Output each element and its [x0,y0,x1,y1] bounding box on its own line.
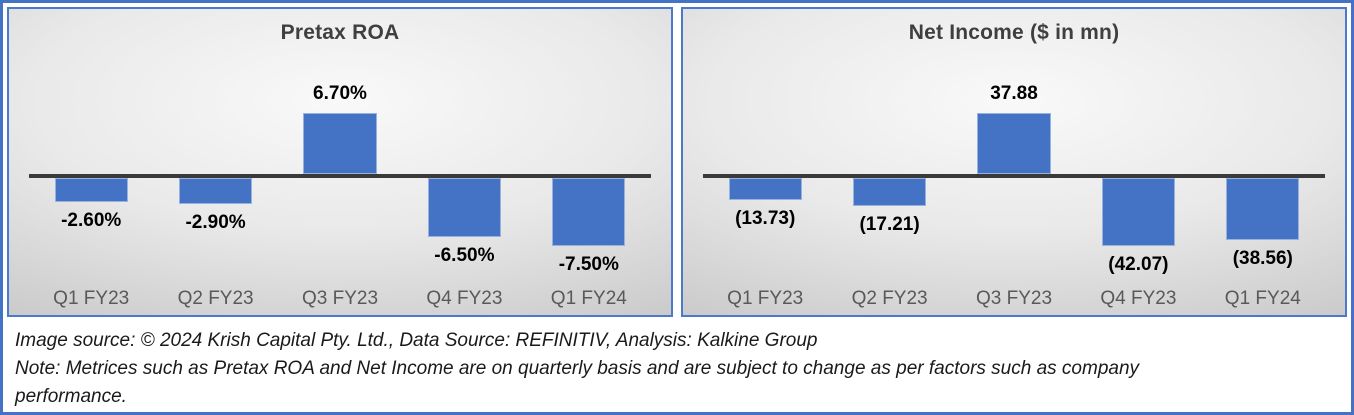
plot-area-pretax-roa: -2.60% -2.90% 6.70% -6.50% -7.50% [29,54,651,282]
bar-q1-fy23 [54,178,128,202]
category-label-q3-fy23: Q3 FY23 [975,287,1053,309]
data-label-q1-fy23: (13.73) [735,208,796,230]
footer-note-line-2: performance. [15,386,127,407]
bar-q4-fy23 [1101,178,1176,246]
category-label-q3-fy23: Q3 FY23 [301,287,379,309]
category-label-q4-fy23: Q4 FY23 [426,287,503,309]
data-label-q3-fy23: 6.70% [313,83,367,105]
x-axis-line [29,174,651,178]
bar-q3-fy23 [303,113,377,174]
category-label-q1-fy24: Q1 FY24 [550,287,627,309]
bar-q4-fy23 [427,178,502,237]
category-axis-labels-net-income: Q1 FY23 Q2 FY23 Q3 FY23 Q4 FY23 Q1 FY24 [703,282,1325,315]
category-label-q2-fy23: Q2 FY23 [851,287,928,309]
chart-panel-pretax-roa: Pretax ROA -2.60% -2.90% 6.70% -6.50% -7.50%… [7,7,673,317]
category-label-q1-fy23: Q1 FY23 [727,287,804,309]
category-label-q4-fy23: Q4 FY23 [1100,287,1177,309]
chart-title-pretax-roa: Pretax ROA [280,21,400,44]
category-axis-labels-pretax-roa: Q1 FY23 Q2 FY23 Q3 FY23 Q4 FY23 Q1 FY24 [29,282,651,315]
category-label-q2-fy23: Q2 FY23 [177,287,254,309]
category-label-q1-fy24: Q1 FY24 [1224,287,1301,309]
bar-q3-fy23 [977,112,1051,174]
chart-title-net-income: Net Income ($ in mn) [908,21,1120,44]
data-label-q3-fy23: 37.88 [990,82,1038,104]
x-axis-line [703,174,1325,178]
bar-q2-fy23 [178,178,253,205]
data-label-q1-fy24: -7.50% [558,254,619,275]
footer-notes: Image source: © 2024 Krish Capital Pty. … [3,321,1351,411]
charts-row: Pretax ROA -2.60% -2.90% 6.70% -6.50% -7.50%… [3,3,1351,321]
data-label-q1-fy24: (38.56) [1232,248,1293,270]
footer-source-line: Image source: © 2024 Krish Capital Pty. … [15,330,818,351]
bar-q1-fy24 [552,178,626,246]
category-label-q1-fy23: Q1 FY23 [53,287,130,309]
bar-q2-fy23 [852,178,927,206]
plot-area-net-income: (13.73) (17.21) 37.88 (42.07) (38.56) [703,54,1325,282]
data-label-q4-fy23: -6.50% [434,244,495,266]
bar-q1-fy24 [1226,178,1300,241]
bar-q1-fy23 [728,178,802,201]
data-label-q1-fy23: -2.60% [61,209,122,231]
data-label-q2-fy23: (17.21) [859,213,920,235]
data-label-q4-fy23: (42.07) [1108,254,1169,275]
footer-note-line-1: Note: Metrices such as Pretax ROA and Ne… [15,358,1140,379]
chart-panel-net-income: Net Income ($ in mn) (13.73) (17.21) 37.88… [681,7,1347,317]
data-label-q2-fy23: -2.90% [185,212,246,234]
